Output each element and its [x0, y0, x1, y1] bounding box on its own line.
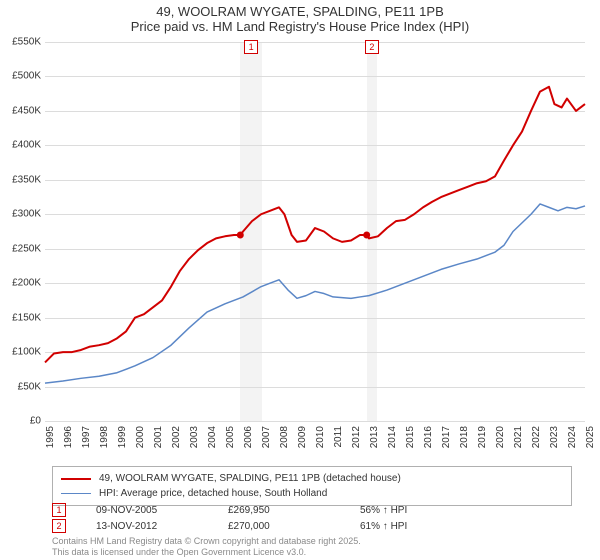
plot-region: 12£0£50K£100K£150K£200K£250K£300K£350K£4… — [45, 42, 585, 422]
title-line2: Price paid vs. HM Land Registry's House … — [0, 19, 600, 34]
footer: Contains HM Land Registry data © Crown c… — [52, 536, 361, 558]
x-tick-label: 2021 — [513, 426, 524, 448]
x-tick-label: 2019 — [477, 426, 488, 448]
x-tick-label: 1997 — [81, 426, 92, 448]
y-tick-label: £400K — [12, 140, 45, 151]
x-tick-label: 2011 — [333, 426, 344, 448]
legend-item-hpi: HPI: Average price, detached house, Sout… — [61, 486, 563, 501]
legend: 49, WOOLRAM WYGATE, SPALDING, PE11 1PB (… — [52, 466, 572, 506]
legend-swatch — [61, 478, 91, 480]
x-tick-label: 2013 — [369, 426, 380, 448]
flag-icon: 2 — [52, 519, 66, 533]
x-tick-label: 2012 — [351, 426, 362, 448]
y-tick-label: £50K — [18, 381, 45, 392]
flag-icon: 2 — [365, 40, 379, 54]
series-line-hpi — [45, 204, 585, 383]
series-svg — [45, 42, 585, 421]
x-tick-label: 2007 — [261, 426, 272, 448]
x-tick-label: 2004 — [207, 426, 218, 448]
x-tick-label: 2003 — [189, 426, 200, 448]
y-tick-label: £300K — [12, 209, 45, 220]
x-tick-label: 2010 — [315, 426, 326, 448]
x-tick-label: 2022 — [531, 426, 542, 448]
x-tick-label: 2023 — [549, 426, 560, 448]
flag-icon: 1 — [244, 40, 258, 54]
y-tick-label: £550K — [12, 37, 45, 48]
title-line1: 49, WOOLRAM WYGATE, SPALDING, PE11 1PB — [0, 4, 600, 19]
txn-date: 09-NOV-2005 — [96, 505, 216, 516]
x-tick-label: 2001 — [153, 426, 164, 448]
y-tick-label: £350K — [12, 174, 45, 185]
legend-swatch — [61, 493, 91, 495]
x-tick-label: 2024 — [567, 426, 578, 448]
y-tick-label: £250K — [12, 243, 45, 254]
txn-pct: 61% ↑ HPI — [360, 521, 480, 532]
y-tick-label: £500K — [12, 71, 45, 82]
x-tick-label: 2000 — [135, 426, 146, 448]
txn-date: 13-NOV-2012 — [96, 521, 216, 532]
x-tick-label: 2009 — [297, 426, 308, 448]
y-tick-label: £0 — [30, 416, 45, 427]
series-line-price_paid — [45, 87, 585, 363]
x-tick-label: 2016 — [423, 426, 434, 448]
legend-label: HPI: Average price, detached house, Sout… — [99, 488, 327, 499]
transaction-row: 1 09-NOV-2005 £269,950 56% ↑ HPI — [52, 502, 572, 518]
footer-line2: This data is licensed under the Open Gov… — [52, 547, 361, 558]
x-tick-label: 1999 — [117, 426, 128, 448]
flag-icon: 1 — [52, 503, 66, 517]
txn-pct: 56% ↑ HPI — [360, 505, 480, 516]
x-tick-label: 2025 — [585, 426, 596, 448]
x-tick-label: 2017 — [441, 426, 452, 448]
txn-price: £269,950 — [228, 505, 348, 516]
transactions-block: 1 09-NOV-2005 £269,950 56% ↑ HPI 2 13-NO… — [52, 502, 572, 534]
series-marker — [237, 232, 244, 239]
legend-item-price: 49, WOOLRAM WYGATE, SPALDING, PE11 1PB (… — [61, 471, 563, 486]
series-marker — [363, 232, 370, 239]
x-tick-label: 2008 — [279, 426, 290, 448]
y-tick-label: £150K — [12, 312, 45, 323]
chart-container: 49, WOOLRAM WYGATE, SPALDING, PE11 1PB P… — [0, 0, 600, 560]
x-axis-ticks: 1995 1996 1997 1998 1999 2000 2001 2002 2003 2004… — [45, 422, 585, 462]
x-tick-label: 2005 — [225, 426, 236, 448]
x-tick-label: 2015 — [405, 426, 416, 448]
x-tick-label: 2006 — [243, 426, 254, 448]
x-tick-label: 1996 — [63, 426, 74, 448]
footer-line1: Contains HM Land Registry data © Crown c… — [52, 536, 361, 547]
x-tick-label: 1995 — [45, 426, 56, 448]
x-tick-label: 2002 — [171, 426, 182, 448]
x-tick-label: 2014 — [387, 426, 398, 448]
txn-price: £270,000 — [228, 521, 348, 532]
y-tick-label: £450K — [12, 105, 45, 116]
y-tick-label: £100K — [12, 347, 45, 358]
y-tick-label: £200K — [12, 278, 45, 289]
legend-label: 49, WOOLRAM WYGATE, SPALDING, PE11 1PB (… — [99, 473, 401, 484]
chart-area: 12£0£50K£100K£150K£200K£250K£300K£350K£4… — [45, 42, 585, 422]
x-tick-label: 2018 — [459, 426, 470, 448]
transaction-row: 2 13-NOV-2012 £270,000 61% ↑ HPI — [52, 518, 572, 534]
x-tick-label: 2020 — [495, 426, 506, 448]
title-block: 49, WOOLRAM WYGATE, SPALDING, PE11 1PB P… — [0, 0, 600, 34]
x-tick-label: 1998 — [99, 426, 110, 448]
